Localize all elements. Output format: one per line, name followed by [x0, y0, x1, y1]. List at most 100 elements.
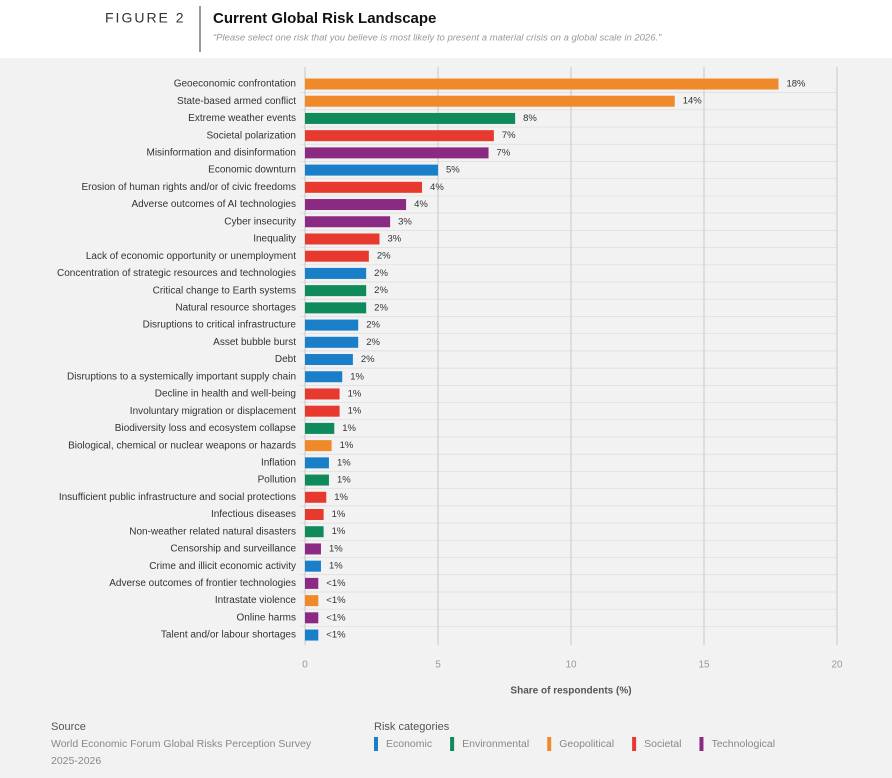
value-label: <1% [326, 595, 346, 606]
value-label: 4% [414, 199, 428, 210]
x-tick-label: 15 [698, 660, 710, 671]
value-label: <1% [326, 578, 346, 589]
bar [305, 164, 438, 176]
bar [305, 336, 359, 348]
value-label: 1% [348, 388, 362, 399]
value-label: 1% [334, 492, 348, 503]
value-label: 5% [446, 165, 460, 176]
x-tick-label: 10 [565, 660, 577, 671]
y-tick-label: Lack of economic opportunity or unemploy… [86, 251, 296, 262]
source-line: World Economic Forum Global Risks Percep… [51, 738, 312, 750]
legend-label: Environmental [462, 738, 529, 750]
x-tick-label: 20 [831, 660, 843, 671]
legend-swatch [632, 737, 637, 751]
value-label: 1% [340, 440, 354, 451]
y-tick-label: State-based armed conflict [177, 96, 296, 107]
value-label: 7% [497, 147, 511, 158]
bar [305, 112, 516, 124]
source-title: Source [51, 721, 86, 733]
legend-label: Technological [711, 738, 775, 750]
bar [305, 371, 343, 383]
value-label: 1% [337, 457, 351, 468]
y-tick-label: Disruptions to critical infrastructure [143, 320, 297, 331]
legend-swatch [699, 737, 704, 751]
legend-label: Geopolitical [559, 738, 614, 750]
bar [305, 147, 489, 159]
bar [305, 612, 319, 624]
bar [305, 595, 319, 607]
value-label: 1% [329, 543, 343, 554]
header-bg [0, 0, 892, 58]
y-tick-label: Intrastate violence [215, 595, 297, 606]
value-label: 1% [329, 561, 343, 572]
chart-subtitle: “Please select one risk that you believe… [213, 33, 662, 44]
y-tick-label: Pollution [258, 475, 296, 486]
y-tick-label: Adverse outcomes of AI technologies [131, 199, 296, 210]
y-tick-label: Biodiversity loss and ecosystem collapse [115, 423, 297, 434]
y-tick-label: Crime and illicit economic activity [149, 561, 296, 572]
bar [305, 302, 367, 314]
bar [305, 543, 321, 555]
value-label: 4% [430, 182, 444, 193]
value-label: 3% [387, 233, 401, 244]
source-line: 2025-2026 [51, 755, 101, 767]
y-tick-label: Economic downturn [208, 165, 296, 176]
body-bg [0, 58, 892, 778]
y-tick-label: Biological, chemical or nuclear weapons … [68, 440, 296, 451]
bar [305, 526, 324, 538]
value-label: 2% [361, 354, 375, 365]
value-label: 7% [502, 130, 516, 141]
value-label: 1% [350, 371, 364, 382]
value-label: 2% [374, 285, 388, 296]
value-label: 2% [374, 268, 388, 279]
legend-swatch [450, 737, 455, 751]
y-tick-label: Insufficient public infrastructure and s… [59, 492, 296, 503]
value-label: 2% [374, 302, 388, 313]
y-tick-label: Natural resource shortages [175, 303, 296, 314]
bar [305, 560, 321, 572]
y-tick-label: Societal polarization [207, 130, 297, 141]
bar [305, 509, 324, 520]
y-tick-label: Extreme weather events [188, 113, 296, 124]
value-label: 2% [377, 251, 391, 262]
x-tick-label: 0 [302, 660, 308, 671]
bar [305, 250, 369, 262]
y-tick-label: Decline in health and well-being [155, 389, 296, 400]
y-tick-label: Inflation [261, 457, 296, 468]
bar [305, 577, 319, 589]
bar [305, 388, 340, 400]
value-label: 1% [348, 406, 362, 417]
value-label: 14% [683, 96, 703, 107]
y-tick-label: Debt [275, 354, 296, 365]
bar [305, 319, 359, 331]
bar [305, 457, 329, 469]
y-tick-label: Erosion of human rights and/or of civic … [81, 182, 296, 193]
y-tick-label: Concentration of strategic resources and… [57, 268, 296, 279]
value-label: 2% [366, 320, 380, 331]
y-tick-label: Misinformation and disinformation [146, 148, 296, 159]
y-tick-label: Adverse outcomes of frontier technologie… [109, 578, 296, 589]
x-axis-title: Share of respondents (%) [510, 686, 631, 697]
legend-label: Societal [644, 738, 681, 750]
bar [305, 130, 494, 142]
bar [305, 267, 367, 279]
y-tick-label: Non-weather related natural disasters [129, 526, 296, 537]
y-tick-label: Geoeconomic confrontation [174, 79, 296, 90]
bar [305, 405, 340, 417]
bar [305, 78, 779, 90]
y-tick-label: Inequality [253, 234, 296, 245]
bar [305, 629, 319, 641]
value-label: 8% [523, 113, 537, 124]
value-label: 1% [332, 526, 346, 537]
y-tick-label: Cyber insecurity [224, 216, 296, 227]
bar [305, 285, 367, 297]
legend-swatch [547, 737, 552, 751]
value-label: 18% [786, 79, 806, 90]
bar [305, 233, 380, 245]
legend-title: Risk categories [374, 721, 450, 733]
y-tick-label: Censorship and surveillance [170, 544, 296, 555]
chart-title: Current Global Risk Landscape [213, 10, 436, 27]
bar [305, 181, 423, 193]
